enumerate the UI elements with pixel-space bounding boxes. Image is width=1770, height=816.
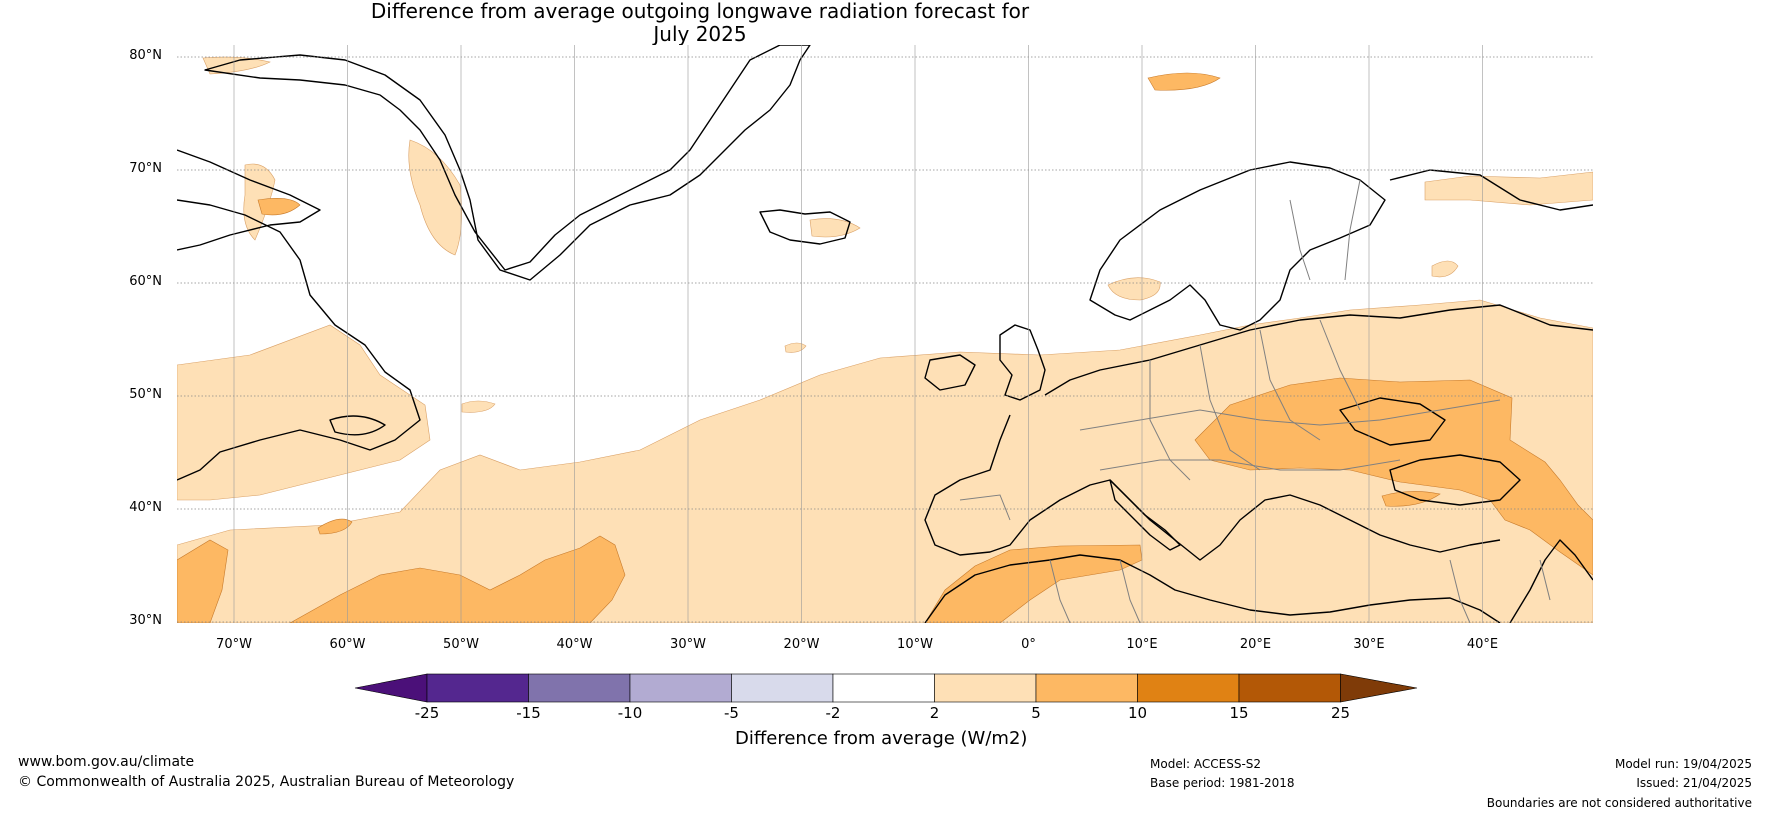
- issued-text: Issued: 21/04/2025: [1636, 776, 1752, 790]
- colorbar: [354, 673, 1418, 703]
- coastlines: [177, 45, 1593, 623]
- colorbar-tick-label: -15: [516, 704, 541, 722]
- colorbar-extend-high: [1340, 673, 1418, 703]
- longitude-label: 40°E: [1466, 637, 1499, 652]
- colorbar-tick-label: 2: [929, 704, 940, 722]
- anomaly-region-5-10: [317, 518, 353, 535]
- colorbar-tick-label: 15: [1229, 704, 1249, 722]
- longitude-label: 70°W: [216, 637, 252, 652]
- anomaly-region-2-5: [784, 342, 807, 353]
- model-text: Model: ACCESS-S2: [1150, 757, 1262, 771]
- latitude-label: 50°N: [129, 387, 162, 402]
- latitude-label: 30°N: [129, 613, 162, 628]
- anomaly-region-2-5: [408, 139, 462, 256]
- anomaly-region-2-5: [809, 218, 861, 238]
- boundaries-note: Boundaries are not considered authoritat…: [1486, 796, 1752, 810]
- graticule: [177, 45, 1593, 623]
- latitude-label: 40°N: [129, 500, 162, 515]
- anomaly-region-5-10: [1147, 72, 1221, 91]
- anomaly-region-2-5: [177, 299, 1593, 623]
- anomaly-region-2-5: [177, 324, 431, 501]
- longitude-label: 10°E: [1126, 637, 1158, 652]
- anomaly-region-5-10: [257, 198, 301, 216]
- colorbar-tick-label: -10: [617, 704, 643, 722]
- longitude-label: 30°W: [670, 637, 706, 652]
- title-line-2: July 2025: [653, 22, 747, 46]
- colorbar-segment: [426, 673, 529, 703]
- anomaly-region-2-5: [1424, 171, 1593, 206]
- website-link[interactable]: www.bom.gov.au/climate: [18, 754, 195, 770]
- longitude-label: 60°W: [329, 637, 366, 652]
- colorbar-tick-label: 25: [1330, 704, 1351, 722]
- colorbar-title: Difference from average (W/m2): [735, 728, 1028, 749]
- longitude-label: 10°W: [897, 637, 933, 652]
- colorbar-tick-label: -2: [825, 704, 841, 722]
- colorbar-segment: [528, 673, 631, 703]
- latitude-label: 80°N: [129, 48, 162, 63]
- colorbar-extend-low: [354, 673, 428, 703]
- colorbar-tick-label: -25: [414, 704, 440, 722]
- anomaly-region-2-5: [1431, 260, 1459, 278]
- colorbar-tick-label: -5: [724, 704, 739, 722]
- model-run-text: Model run: 19/04/2025: [1614, 757, 1752, 771]
- longitude-label: 20°W: [783, 637, 820, 652]
- colorbar-segment: [934, 673, 1037, 703]
- latitude-label: 70°N: [129, 161, 162, 176]
- anomaly-region-2-5: [461, 400, 496, 413]
- colorbar-segment: [731, 673, 834, 703]
- colorbar-segment: [1238, 673, 1341, 703]
- colorbar-segment: [1035, 673, 1138, 703]
- anomaly-region-5-10: [289, 535, 626, 623]
- colorbar-segment: [629, 673, 732, 703]
- longitude-label: 40°W: [556, 637, 593, 652]
- anomaly-region-5-10: [924, 544, 1143, 623]
- colorbar-tick-label: 10: [1127, 704, 1148, 722]
- longitude-label: 0°: [1021, 637, 1036, 652]
- colorbar-segment: [1137, 673, 1240, 703]
- longitude-label: 30°E: [1353, 637, 1385, 652]
- latitude-label: 60°N: [129, 274, 162, 289]
- longitude-label: 20°E: [1239, 637, 1272, 652]
- copyright-text: © Commonwealth of Australia 2025, Austra…: [18, 774, 515, 790]
- chart-title: Difference from average outgoing longwav…: [0, 0, 1400, 46]
- base-period-text: Base period: 1981-2018: [1150, 776, 1295, 790]
- anomaly-region-5-10: [177, 539, 229, 623]
- map-area: [177, 45, 1593, 623]
- country-borders: [959, 179, 1551, 623]
- title-line-1: Difference from average outgoing longwav…: [370, 0, 1030, 23]
- longitude-label: 50°W: [443, 637, 479, 652]
- colorbar-segment: [832, 673, 935, 703]
- colorbar-tick-label: 5: [1031, 704, 1041, 722]
